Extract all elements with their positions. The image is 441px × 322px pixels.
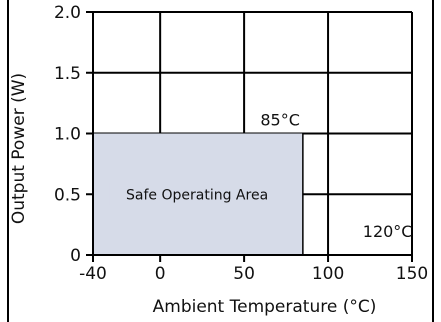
y-tick-label: 1.5 (54, 64, 81, 84)
x-tick-label: 50 (233, 264, 255, 284)
safe-area-label: Safe Operating Area (126, 187, 268, 203)
x-tick-label: 100 (312, 264, 344, 284)
plot-frame (92, 11, 413, 256)
x-axis-label: Ambient Temperature (°C) (153, 297, 377, 317)
safe-area-label-bg (109, 183, 286, 206)
y-ticks: 0 0.5 1.0 1.5 2.0 (54, 3, 93, 266)
y-tick-label: 2.0 (54, 3, 81, 23)
y-axis-label: Output Power (W) (9, 73, 29, 224)
y-tick-label: 0.5 (54, 185, 81, 205)
x-tick-label: 150 (396, 264, 428, 284)
y-tick-label: 0 (70, 246, 81, 266)
annotation-85c: 85°C (260, 111, 300, 130)
annotation-120c: 120°C (363, 222, 413, 241)
x-ticks: -40 0 50 100 150 (79, 255, 428, 284)
x-tick-label: -40 (79, 264, 107, 284)
annotations: 85°C 120°C Safe Operating Area (109, 111, 413, 241)
x-tick-label: 0 (155, 264, 166, 284)
y-tick-label: 1.0 (54, 125, 81, 145)
